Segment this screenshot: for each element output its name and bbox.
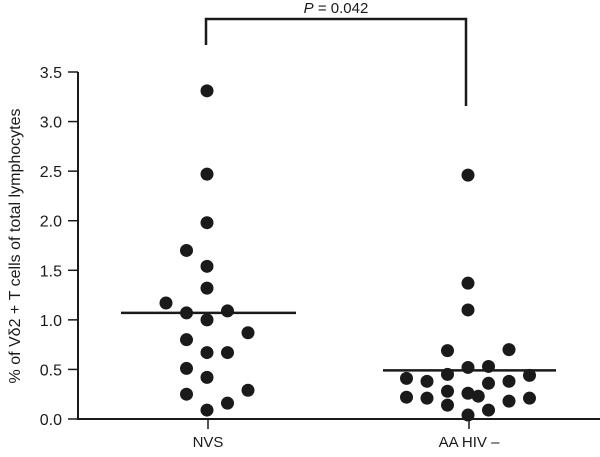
y-ticks: 0.0 0.5 1.0 1.5 2.0 2.5 3.0 3.5 [40,65,78,429]
p-value-text: = 0.042 [314,0,369,17]
data-point [200,370,214,384]
data-points [159,84,536,422]
data-point [200,346,214,360]
x-categories: NVS AA HIV – [193,419,501,451]
data-point [200,313,214,327]
data-point [441,344,454,358]
data-point [221,396,234,410]
data-point [502,394,516,408]
data-point [461,386,475,400]
data-point [200,281,214,295]
y-tick-label: 0.5 [40,362,62,379]
data-point [200,259,214,273]
data-point [200,216,214,230]
data-point [200,84,214,98]
data-point [221,304,234,318]
data-point [400,390,413,404]
data-point [482,403,495,417]
y-tick-label: 0.0 [40,412,62,429]
data-point [420,391,434,405]
data-point [461,360,475,374]
data-point [502,374,516,388]
data-point [200,403,214,417]
data-point [420,374,434,388]
data-point [200,167,214,181]
data-point [241,383,255,397]
data-point [241,326,255,340]
data-point [502,343,516,357]
p-value-annotation: P = 0.042 [304,0,369,17]
data-point [441,398,454,412]
data-point [441,384,454,398]
data-point [523,391,536,405]
data-point [523,368,536,382]
significance-bracket [204,17,468,106]
y-axis-label: % of Vδ2 + T cells of total lymphocytes [7,109,24,384]
data-point [461,276,475,290]
data-point [461,168,475,182]
data-point [180,333,193,347]
data-point [180,361,193,375]
p-symbol: P [304,0,314,17]
axes [77,72,600,420]
data-point [221,346,234,360]
data-point [159,296,173,310]
data-point [461,408,475,422]
data-point [482,376,495,390]
median-lines [121,311,556,372]
data-point [180,387,193,401]
y-tick-label: 1.0 [40,313,62,330]
data-point [471,389,485,403]
y-tick-label: 2.5 [40,164,62,181]
data-point [180,243,193,257]
data-point [461,303,475,317]
x-category-label: NVS [193,434,224,451]
data-point [400,371,413,385]
y-tick-label: 2.0 [40,214,62,231]
bracket-line [204,17,468,106]
y-tick-label: 3.5 [40,65,62,82]
x-category-label: AA HIV – [439,434,501,451]
y-tick-label: 1.5 [40,263,62,280]
y-tick-label: 3.0 [40,115,62,132]
